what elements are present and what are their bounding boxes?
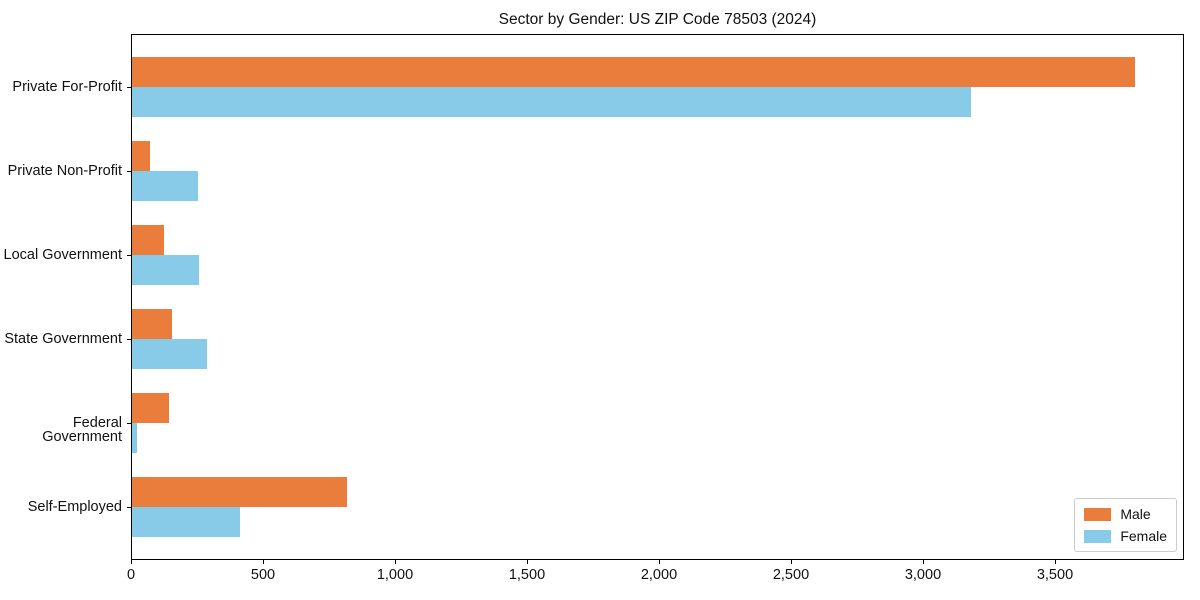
- y-tick: [127, 171, 131, 172]
- bar-male-private-for-profit: [132, 57, 1135, 87]
- y-tick: [127, 255, 131, 256]
- x-tick: [923, 560, 924, 564]
- y-tick-label-local-government: Local Government: [3, 247, 122, 263]
- x-tick: [791, 560, 792, 564]
- y-tick: [127, 423, 131, 424]
- legend-label-female: Female: [1120, 528, 1167, 544]
- x-tick: [263, 560, 264, 564]
- y-tick-label-state-government: State Government: [4, 331, 122, 347]
- x-tick: [527, 560, 528, 564]
- legend-entry-male: Male: [1084, 506, 1167, 522]
- x-tick: [131, 560, 132, 564]
- legend-swatch-male: [1084, 507, 1112, 521]
- bar-female-state-government: [132, 339, 207, 369]
- legend-swatch-female: [1084, 529, 1112, 543]
- y-tick-label-private-for-profit: Private For-Profit: [12, 79, 122, 95]
- legend: Male Female: [1074, 498, 1177, 552]
- x-tick-label-1-500: 1,500: [508, 567, 546, 583]
- bar-female-self-employed: [132, 507, 240, 537]
- x-tick: [1055, 560, 1056, 564]
- legend-entry-female: Female: [1084, 528, 1167, 544]
- bar-female-local-government: [132, 255, 199, 285]
- bar-male-federal-government: [132, 393, 169, 423]
- y-tick-label-federal-government: Federal Government: [42, 415, 122, 445]
- y-tick-label-private-non-profit: Private Non-Profit: [7, 163, 122, 179]
- bar-male-private-non-profit: [132, 141, 150, 171]
- x-tick-label-3-000: 3,000: [904, 567, 942, 583]
- x-tick-label-2-500: 2,500: [772, 567, 810, 583]
- bar-female-private-non-profit: [132, 171, 198, 201]
- x-tick-label-500: 500: [250, 567, 276, 583]
- y-tick: [127, 507, 131, 508]
- y-tick: [127, 339, 131, 340]
- x-tick: [659, 560, 660, 564]
- bar-male-local-government: [132, 225, 164, 255]
- bar-female-private-for-profit: [132, 87, 971, 117]
- x-tick-label-0: 0: [126, 567, 136, 583]
- chart-title: Sector by Gender: US ZIP Code 78503 (202…: [498, 11, 817, 28]
- bar-female-federal-government: [132, 423, 137, 453]
- x-tick-label-2-000: 2,000: [640, 567, 678, 583]
- plot-area: Male Female: [131, 34, 1184, 560]
- y-tick-label-self-employed: Self-Employed: [27, 499, 122, 515]
- bar-male-self-employed: [132, 477, 347, 507]
- x-tick-label-1-000: 1,000: [376, 567, 414, 583]
- x-tick: [395, 560, 396, 564]
- y-tick: [127, 87, 131, 88]
- legend-label-male: Male: [1120, 506, 1151, 522]
- bar-male-state-government: [132, 309, 172, 339]
- x-tick-label-3-500: 3,500: [1036, 567, 1074, 583]
